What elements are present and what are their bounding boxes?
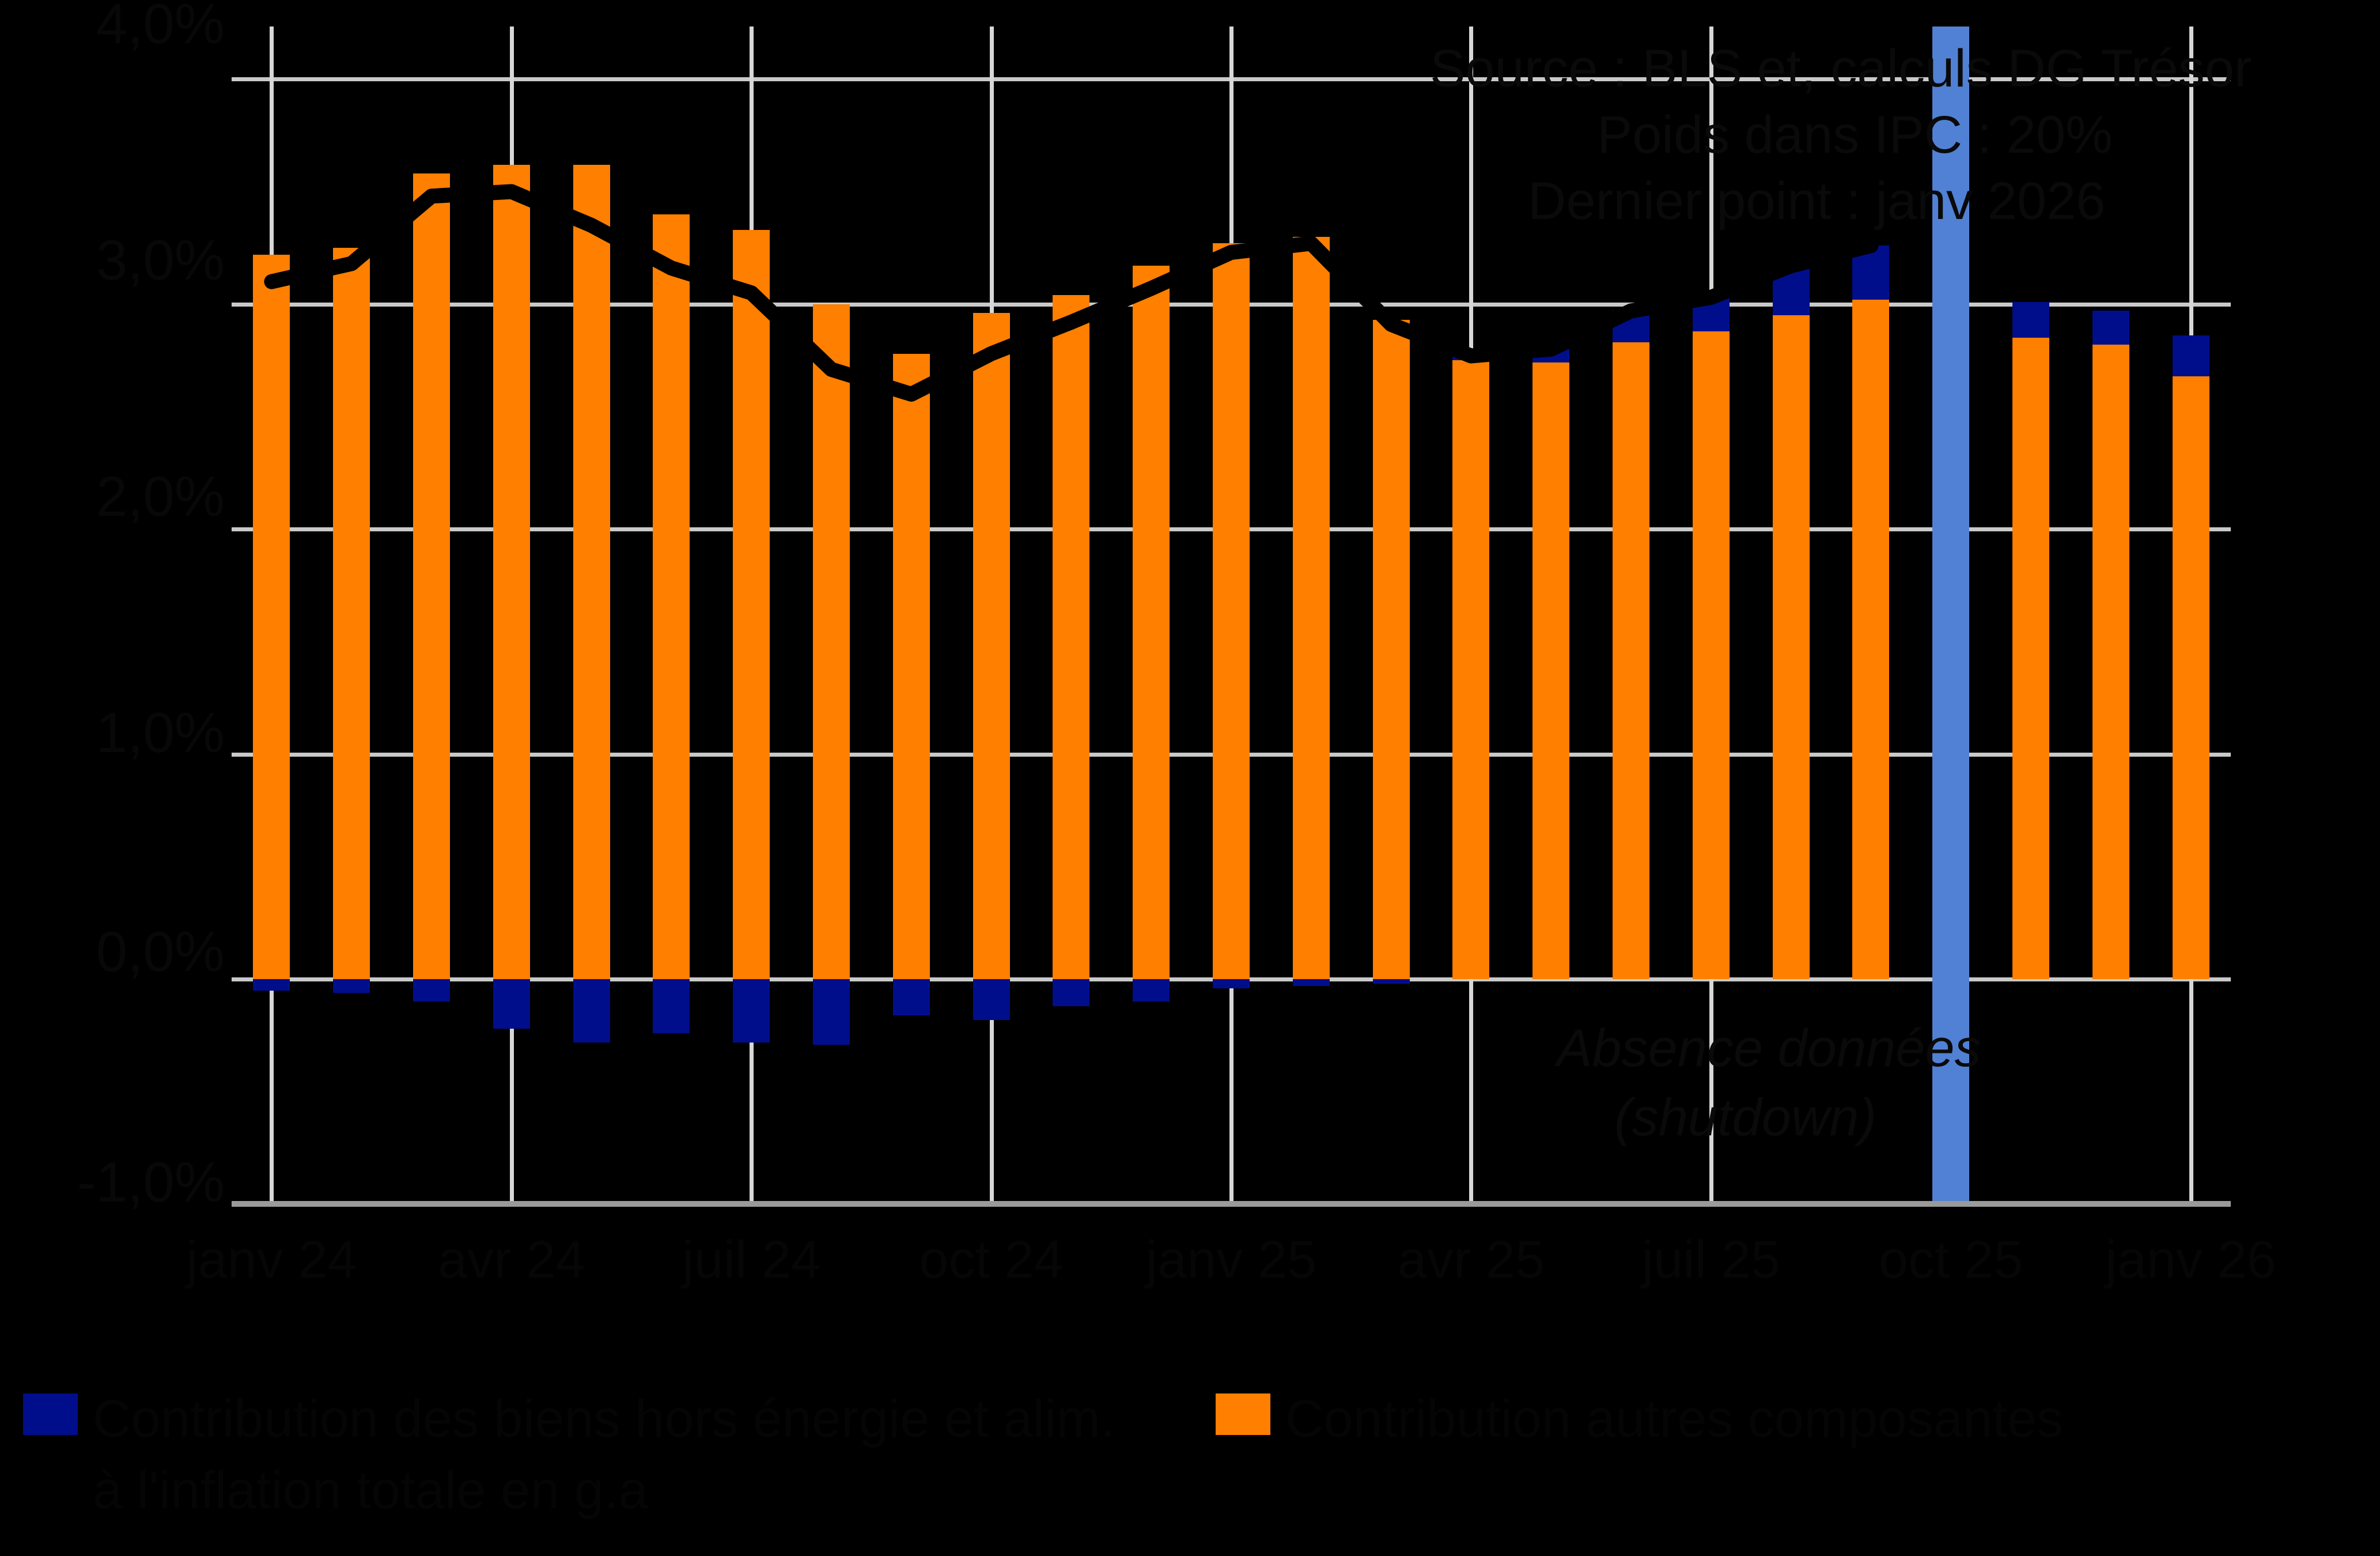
- bar-segment-goods: [892, 979, 930, 1015]
- legend-item-1: Contribution autres composantes: [1216, 1383, 2063, 1455]
- bar-segment-other: [813, 304, 850, 980]
- annotation-shutdown-line2: (shutdown): [1614, 1088, 1877, 1147]
- inflation-line: [264, 184, 1879, 402]
- bar-segment-other: [2012, 338, 2049, 980]
- bar-segment-goods: [413, 979, 450, 1002]
- x-tick-label: janv 26: [2105, 1230, 2276, 1289]
- bar-column: [1613, 12, 1649, 1204]
- x-tick-label: oct 25: [1878, 1230, 2023, 1289]
- annotation-last-point: Dernier point : janv 2026: [1528, 172, 2106, 231]
- legend-swatch-icon: [1216, 1393, 1270, 1435]
- bar-segment-other: [1372, 320, 1410, 980]
- bar-segment-other: [493, 164, 530, 980]
- annotation-weight: Poids dans IPC : 20%: [1597, 105, 2113, 164]
- bar-segment-other: [1772, 315, 1810, 980]
- bar-column: [493, 12, 530, 1204]
- bar-segment-goods: [1133, 979, 1170, 1002]
- bar-segment-other: [1852, 299, 1890, 980]
- bar-column: [2172, 12, 2209, 1204]
- bar-segment-goods: [2172, 335, 2209, 376]
- bar-segment-other: [1692, 331, 1730, 980]
- bar-column: [1053, 12, 1090, 1204]
- legend-swatch-icon: [23, 1393, 78, 1435]
- bar-column: [1692, 12, 1730, 1204]
- bar-segment-other: [1133, 266, 1170, 980]
- bar-segment-goods: [813, 979, 850, 1045]
- bar-segment-other: [2092, 345, 2129, 980]
- y-tick-label: 2,0%: [96, 464, 225, 528]
- annotation-shutdown-line1: Absence données: [1557, 1019, 1981, 1078]
- bar-column: [253, 12, 290, 1204]
- bar-segment-other: [892, 353, 930, 980]
- bar-segment-goods: [2012, 301, 2049, 338]
- y-tick-label: 0,0%: [96, 920, 225, 983]
- x-tick-label: juil 25: [1641, 1230, 1780, 1289]
- x-axis-line: [232, 1201, 2231, 1204]
- bar-segment-other: [333, 248, 370, 980]
- legend-label: Contribution autres composantes: [1285, 1389, 2064, 1448]
- bar-segment-goods: [573, 979, 610, 1043]
- y-tick-label: 1,0%: [96, 701, 225, 764]
- chart-legend: Contribution des biens hors énergie et a…: [0, 1383, 2380, 1556]
- bar-segment-goods: [2092, 311, 2129, 345]
- bar-segment-goods: [1292, 979, 1330, 987]
- bar-segment-goods: [973, 979, 1010, 1020]
- bar-column: [2092, 12, 2129, 1204]
- bar-segment-other: [413, 173, 450, 980]
- legend-label: Contribution des biens hors énergie et a…: [93, 1389, 1115, 1520]
- bar-column: [413, 12, 450, 1204]
- bar-column: [1533, 12, 1570, 1204]
- bar-segment-other: [1613, 342, 1649, 980]
- bar-segment-goods: [1213, 979, 1250, 989]
- bar-column: [1133, 12, 1170, 1204]
- x-tick-label: oct 24: [919, 1230, 1064, 1289]
- bar-segment-other: [573, 164, 610, 980]
- bar-segment-other: [653, 214, 690, 980]
- bar-column: [733, 12, 770, 1204]
- bar-segment-goods: [1372, 979, 1410, 984]
- x-tick-label: avr 24: [437, 1230, 585, 1289]
- legend-item-0: Contribution des biens hors énergie et a…: [23, 1383, 1115, 1526]
- x-tick-label: janv 24: [186, 1230, 357, 1289]
- bar-segment-other: [733, 229, 770, 980]
- bar-column: [653, 12, 690, 1204]
- x-tick-label: janv 25: [1145, 1230, 1317, 1289]
- bar-segment-other: [1053, 295, 1090, 980]
- bar-column: [813, 12, 850, 1204]
- bar-segment-goods: [333, 979, 370, 993]
- bar-column: [973, 12, 1010, 1204]
- bar-column: [1292, 12, 1330, 1204]
- annotation-source: Source : BLS et, calculs DG Trésor: [1430, 39, 2252, 98]
- bar-column: [1213, 12, 1250, 1204]
- bar-column: [1372, 12, 1410, 1204]
- bar-segment-goods: [1053, 979, 1090, 1007]
- plot-area: Source : BLS et, calculs DG Trésor Poids…: [232, 12, 2252, 1207]
- y-tick-label: 4,0%: [96, 0, 225, 55]
- bar-column: [1852, 12, 1890, 1204]
- bar-segment-goods: [253, 979, 290, 991]
- bar-segment-other: [2172, 376, 2209, 980]
- bar-segment-goods: [493, 979, 530, 1029]
- bar-segment-goods: [653, 979, 690, 1034]
- bar-column: [573, 12, 610, 1204]
- bar-column: [2012, 12, 2049, 1204]
- y-tick-label: -1,0%: [77, 1150, 225, 1214]
- shutdown-band-rect: [1932, 27, 1970, 1204]
- inflation-line-path: [264, 184, 1879, 402]
- x-tick-label: avr 25: [1397, 1230, 1545, 1289]
- bar-segment-other: [1213, 243, 1250, 980]
- bar-segment-goods: [733, 979, 770, 1043]
- bar-segment-other: [1452, 360, 1490, 980]
- bar-segment-other: [253, 254, 290, 980]
- bar-column: [892, 12, 930, 1204]
- gridline-horizontal: [232, 1203, 2231, 1207]
- bar-column: [333, 12, 370, 1204]
- y-tick-label: 3,0%: [96, 228, 225, 292]
- bar-segment-other: [973, 313, 1010, 980]
- x-tick-label: juil 24: [682, 1230, 821, 1289]
- bar-segment-other: [1292, 236, 1330, 980]
- bar-segment-other: [1533, 362, 1570, 980]
